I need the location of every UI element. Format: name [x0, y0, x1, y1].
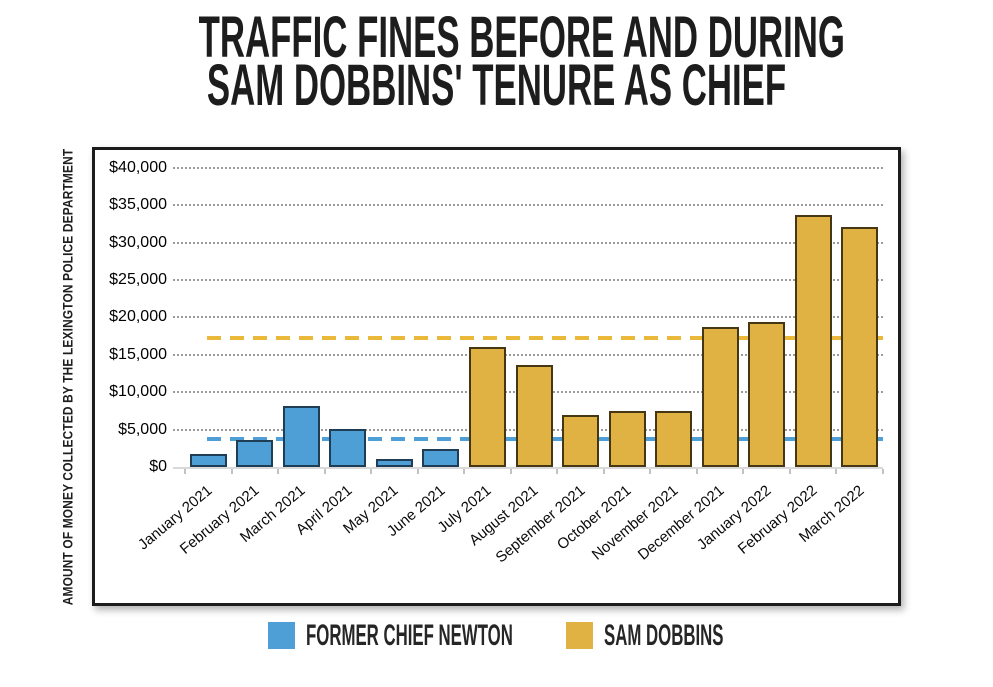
y-tick-label: $0 [149, 458, 167, 475]
bar [375, 458, 413, 467]
bar [562, 414, 600, 467]
y-tick-label: $10,000 [109, 383, 167, 401]
y-tick-label: $20,000 [109, 308, 167, 326]
x-axis-tick [509, 469, 512, 474]
y-tick-label: $15,000 [109, 345, 167, 363]
bar [655, 410, 693, 467]
plot-area: $0 $5,000 $10,000 $15,000 $20,000 $25,000 $30,… [95, 150, 898, 603]
bar [748, 321, 786, 467]
bar [422, 449, 460, 467]
legend: FORMER CHIEF NEWTON SAM DOBBINS [0, 619, 993, 652]
x-axis-tick [277, 469, 280, 474]
legend-swatch-dobbins [565, 622, 593, 649]
x-axis-tick [556, 469, 559, 474]
x-axis-tick [323, 469, 326, 474]
bar [329, 428, 367, 467]
chart-frame: $0 $5,000 $10,000 $15,000 $20,000 $25,000 $30,… [92, 147, 901, 606]
x-axis-tick [835, 469, 838, 474]
y-tick-label: $5,000 [118, 420, 167, 438]
bar [841, 226, 879, 467]
x-axis-tick [370, 469, 373, 474]
y-axis-title-text: AMOUNT OF MONEY COLLECTED BY THE LEXINGT… [60, 148, 76, 605]
x-axis-tick [788, 469, 791, 474]
bar [515, 365, 553, 467]
reference-line [207, 335, 883, 340]
legend-label-dobbins: SAM DOBBINS [603, 619, 723, 652]
y-tick-label: $35,000 [109, 196, 167, 214]
gridline [173, 353, 883, 356]
y-axis-title: AMOUNT OF MONEY COLLECTED BY THE LEXINGT… [54, 147, 82, 606]
bar [282, 405, 320, 467]
legend-item-newton: FORMER CHIEF NEWTON [267, 619, 513, 652]
chart-title-line2: SAM DOBBINS' TENURE AS CHIEF [206, 53, 787, 118]
legend-swatch-newton [267, 622, 295, 649]
gridline [173, 204, 883, 207]
legend-item-dobbins: SAM DOBBINS [565, 619, 726, 652]
y-tick-label: $40,000 [109, 158, 167, 176]
x-axis-tick [649, 469, 652, 474]
gridline [173, 166, 883, 169]
bar [189, 453, 227, 467]
x-axis-tick [882, 469, 884, 474]
x-axis-tick [230, 469, 233, 474]
y-tick-label: $30,000 [109, 233, 167, 251]
chart-title: TRAFFIC FINES BEFORE AND DURING SAM DOBB… [0, 5, 993, 118]
bar [468, 347, 506, 467]
gridline [173, 241, 883, 244]
x-axis-tick [416, 469, 419, 474]
bar [236, 440, 274, 467]
x-axis-tick [602, 469, 605, 474]
gridline [173, 316, 883, 319]
gridline [173, 279, 883, 281]
x-axis-tick [695, 469, 698, 474]
x-axis-line [173, 467, 883, 469]
x-axis-tick [742, 469, 745, 474]
chart-title-line1: TRAFFIC FINES BEFORE AND DURING [198, 5, 845, 70]
x-axis-tick [184, 469, 186, 474]
bar [608, 410, 646, 467]
bar [794, 214, 832, 467]
x-axis-tick [463, 469, 466, 474]
legend-label-newton: FORMER CHIEF NEWTON [305, 619, 513, 652]
bar [701, 327, 739, 467]
y-tick-label: $25,000 [109, 271, 167, 288]
